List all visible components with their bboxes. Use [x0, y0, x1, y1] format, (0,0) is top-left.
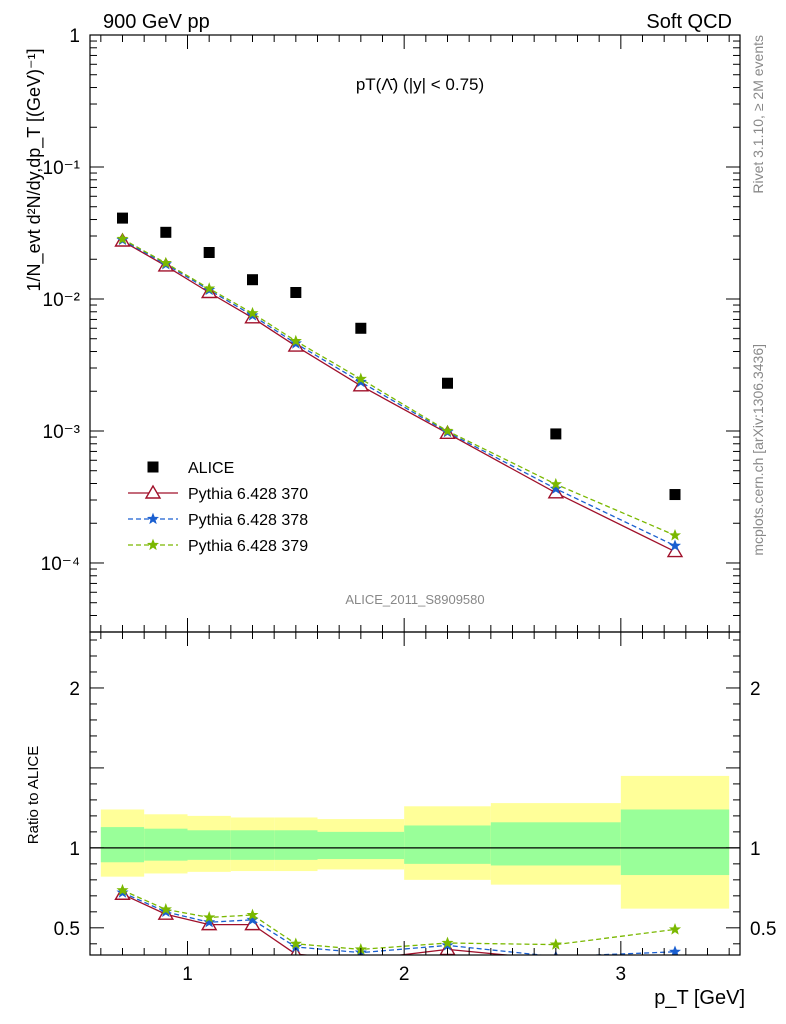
- band-inner-1: [144, 828, 188, 861]
- top-point-p379-1: [159, 256, 172, 269]
- ratio-point-p379-1: [159, 903, 172, 915]
- top-point-alice-8: [669, 489, 681, 501]
- band-inner-6: [404, 825, 491, 864]
- header-right: Soft QCD: [646, 11, 732, 33]
- header-left: 900 GeV pp: [103, 11, 210, 33]
- ratio-point-p379-6: [441, 936, 454, 949]
- top-point-p379-8: [668, 528, 682, 541]
- ratio-point-p379-7: [549, 938, 562, 950]
- legend-label: Pythia 6.428 379: [188, 538, 308, 555]
- legend-marker-alice: [147, 461, 159, 473]
- top-y-tick-label: 10⁻⁴: [41, 554, 80, 575]
- ratio-y-tick-label-left: 1: [69, 839, 80, 860]
- top-y-tick-label: 10⁻¹: [43, 158, 81, 179]
- ratio-point-p379-0: [116, 883, 129, 896]
- top-point-p379-3: [246, 306, 259, 319]
- band-inner-2: [187, 830, 231, 860]
- top-y-tick-label: 1: [69, 26, 80, 47]
- legend-marker-p370: [144, 484, 162, 499]
- ratio-y-tick-label-left: 2: [69, 679, 80, 700]
- x-axis-label: p_T [GeV]: [654, 987, 745, 1009]
- rivet-label: Rivet 3.1.10, ≥ 2M events: [750, 35, 766, 194]
- top-point-alice-0: [117, 212, 128, 224]
- ratio-point-p379-3: [246, 908, 259, 921]
- legend-marker-p379: [146, 538, 160, 551]
- top-point-alice-3: [247, 274, 258, 286]
- ratio-y-tick-label-right: 2: [750, 679, 761, 700]
- band-inner-7: [490, 822, 621, 866]
- mcplots-label: mcplots.cern.ch [arXiv:1306.3436]: [750, 344, 766, 556]
- top-point-p370-5: [352, 377, 370, 392]
- top-point-p379-6: [441, 424, 454, 437]
- top-point-alice-4: [290, 286, 302, 298]
- top-point-alice-1: [160, 226, 172, 238]
- ratio-y-tick-label-left: 0.5: [54, 919, 80, 940]
- band-inner-0: [100, 827, 145, 863]
- top-point-p379-0: [116, 232, 129, 245]
- x-tick-label: 3: [616, 964, 627, 985]
- top-point-p370-7: [547, 484, 565, 499]
- ratio-y-axis-label: Ratio to ALICE: [25, 746, 42, 844]
- ratio-line-p379: [122, 889, 676, 951]
- top-point-alice-6: [442, 377, 453, 389]
- ratio-point-p379-8: [668, 923, 682, 935]
- band-inner-5: [317, 831, 405, 860]
- x-tick-label: 1: [182, 964, 193, 985]
- analysis-annotation: ALICE_2011_S8909580: [345, 592, 484, 607]
- ratio-series-group: [114, 883, 682, 955]
- ratio-y-tick-label-right: 1: [750, 839, 761, 860]
- legend-marker-p378: [146, 512, 160, 525]
- plot-title: pT(Λ̄) (|y| < 0.75): [356, 75, 484, 94]
- top-point-p379-5: [354, 372, 367, 385]
- ratio-point-p378-2: [203, 915, 216, 928]
- legend-label: ALICE: [188, 460, 234, 477]
- band-inner-4: [274, 830, 318, 860]
- top-point-p379-4: [289, 334, 302, 347]
- legend-label: Pythia 6.428 370: [188, 486, 308, 503]
- ratio-point-p379-4: [289, 937, 302, 950]
- ratio-y-tick-label-right: 0.5: [750, 919, 776, 940]
- x-tick-label: 2: [399, 964, 410, 985]
- top-y-tick-label: 10⁻³: [43, 422, 81, 443]
- ratio-point-p379-2: [203, 911, 216, 923]
- top-y-axis-label: 1/N_evt d²N/dy,dp_T [(GeV)⁻¹]: [24, 49, 45, 292]
- band-inner-8: [620, 809, 730, 876]
- legend-label: Pythia 6.428 378: [188, 512, 308, 529]
- ratio-point-p378-8: [668, 945, 682, 955]
- top-point-p378-8: [668, 539, 682, 551]
- top-point-alice-2: [203, 247, 215, 259]
- top-point-p378-7: [549, 482, 562, 494]
- top-point-p379-7: [549, 477, 562, 490]
- top-point-alice-5: [355, 322, 367, 334]
- ratio-frame: [89, 631, 741, 956]
- top-point-p379-2: [203, 282, 216, 294]
- top-y-tick-label: 10⁻²: [43, 290, 81, 311]
- ratio-point-p370-3: [244, 916, 261, 931]
- top-point-alice-7: [550, 428, 562, 440]
- band-inner-3: [230, 830, 275, 860]
